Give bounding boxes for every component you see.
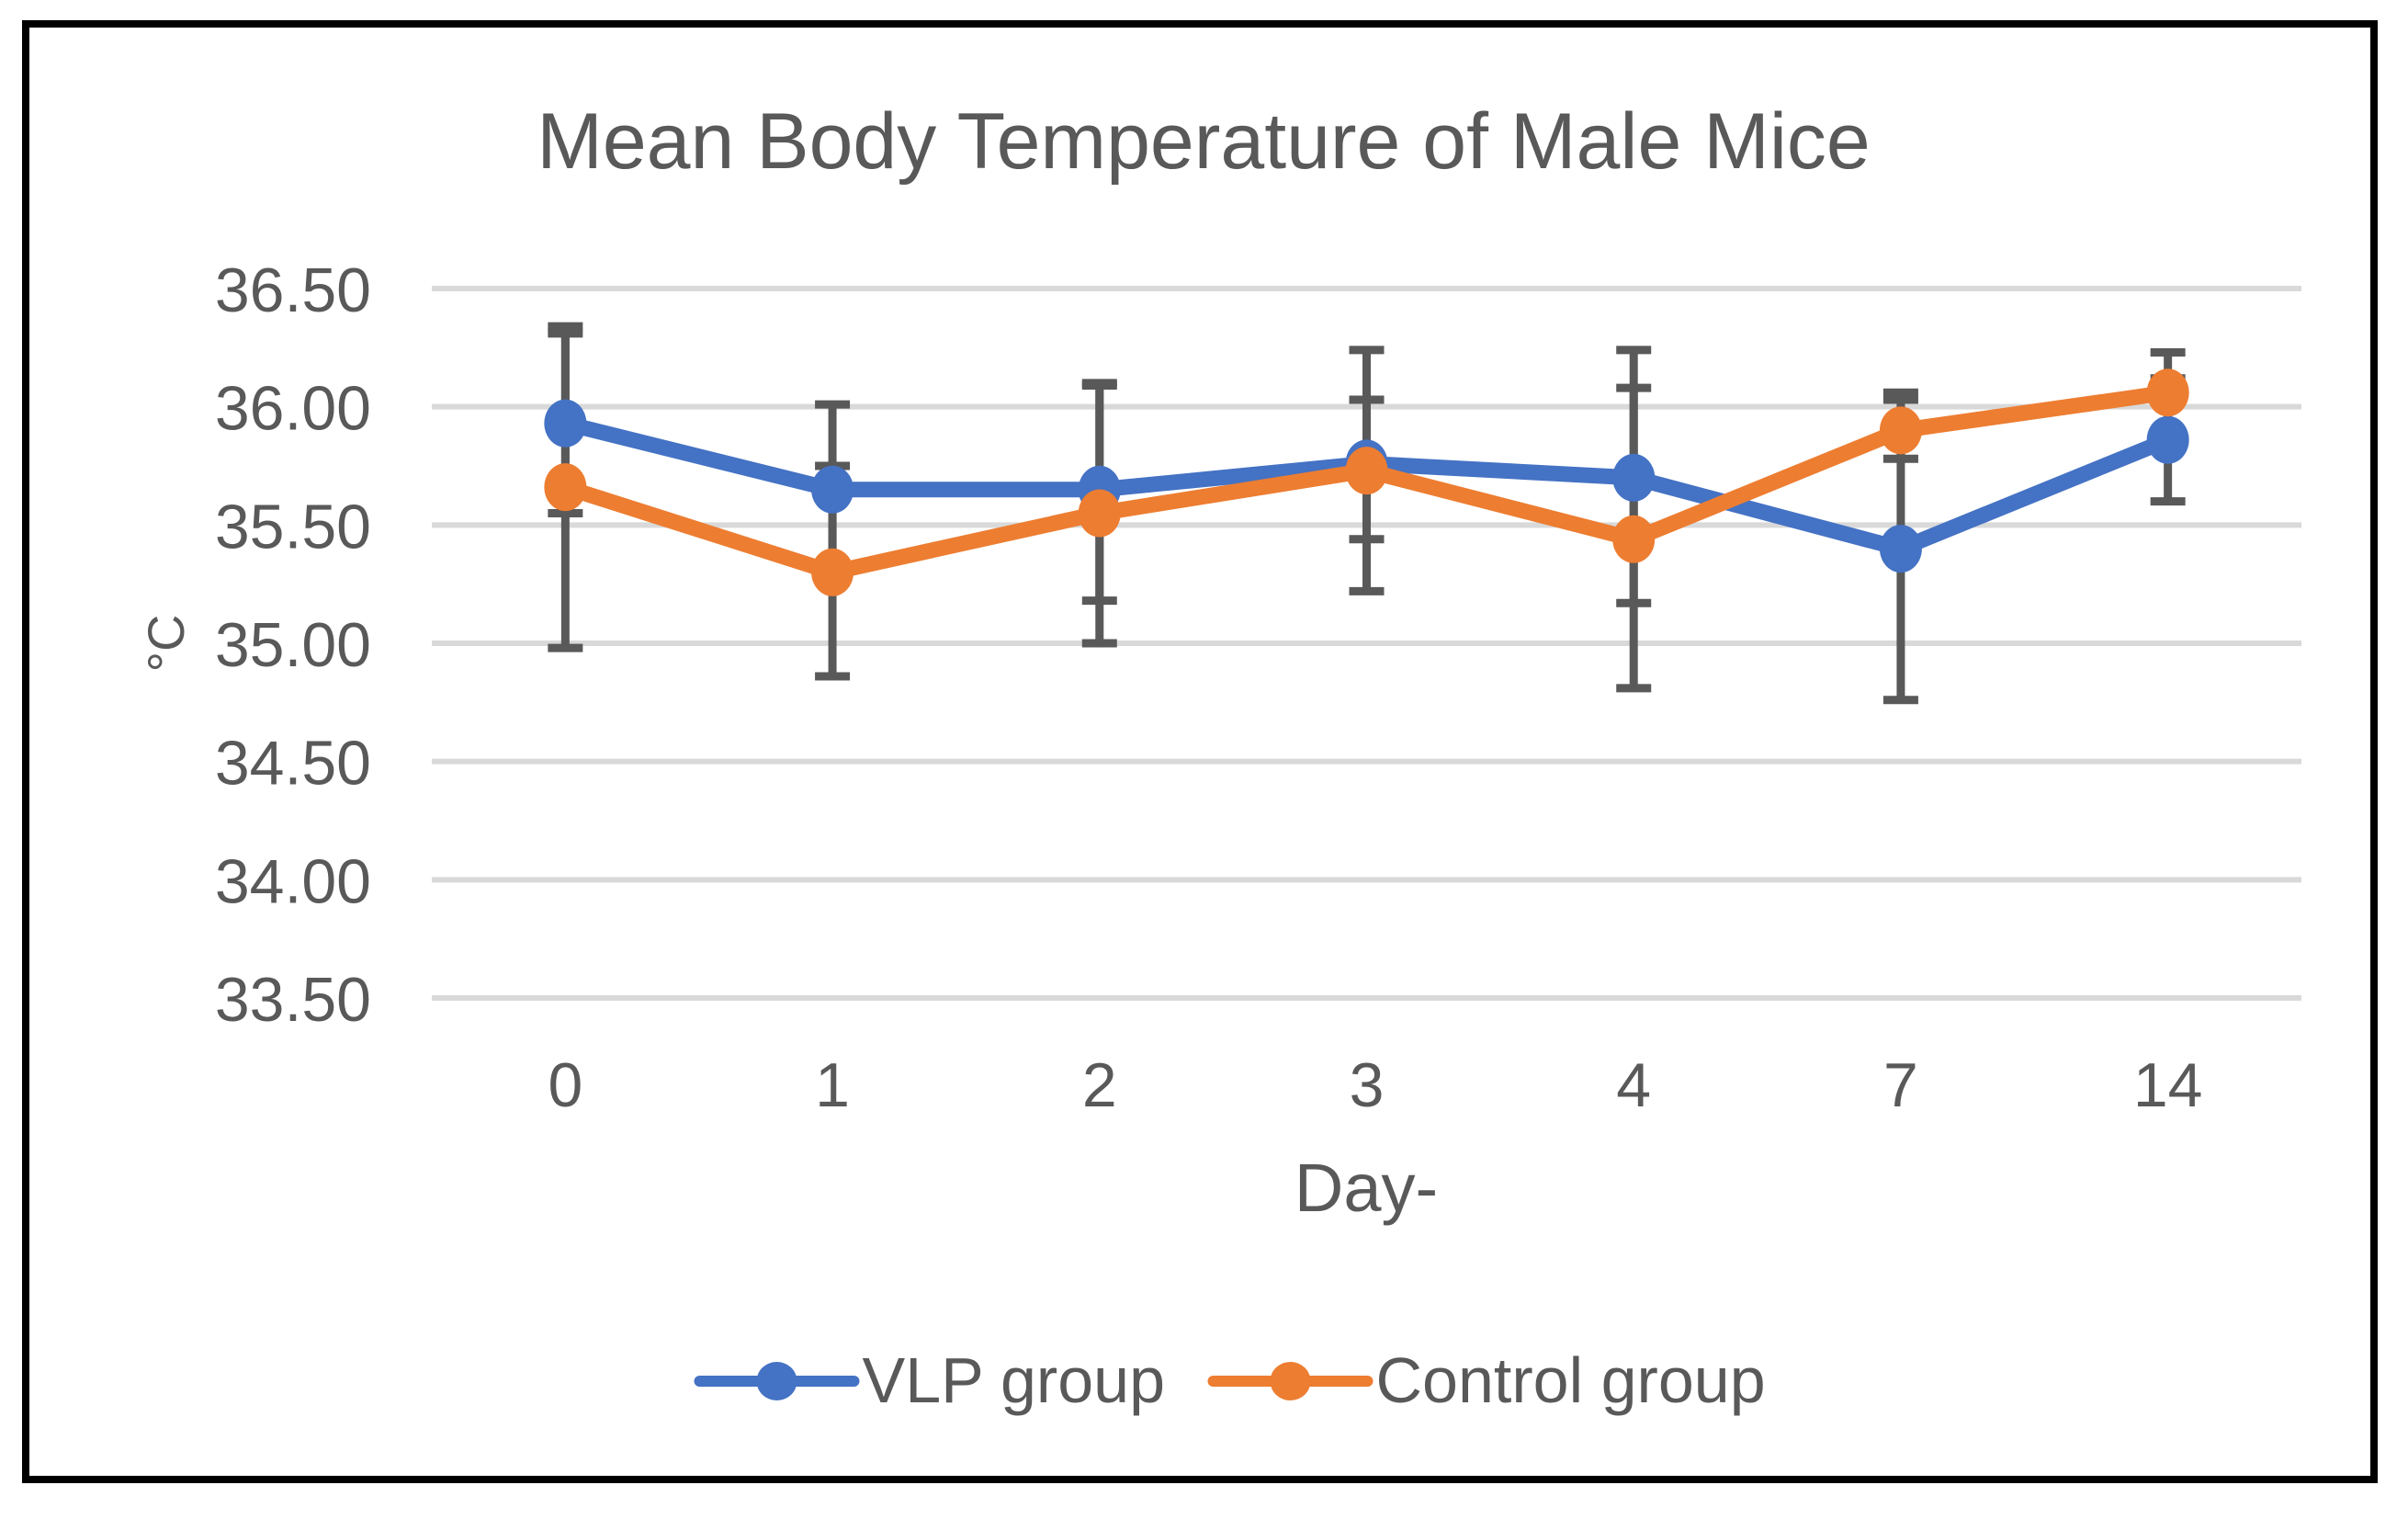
x-tick-label: 14 xyxy=(2133,1050,2203,1120)
y-axis-tick-labels: 36.50 36.00 35.50 35.00 34.50 34.00 33.50 xyxy=(215,255,371,1035)
data-point-marker xyxy=(1612,453,1656,502)
legend: VLP group Control group xyxy=(694,1344,1766,1416)
error-bar-group xyxy=(548,322,2186,693)
x-tick-label: 3 xyxy=(1350,1050,1385,1120)
data-point-marker xyxy=(544,463,587,512)
y-tick-label: 34.50 xyxy=(215,729,371,799)
legend-marker xyxy=(1270,1362,1311,1400)
data-point-marker xyxy=(2146,415,2189,464)
legend-label: VLP group xyxy=(863,1344,1166,1416)
legend-label: Control group xyxy=(1376,1344,1766,1416)
y-tick-label: 36.50 xyxy=(215,255,371,325)
gridlines xyxy=(432,286,2301,1001)
data-point-marker xyxy=(1879,525,1922,573)
x-tick-label: 2 xyxy=(1082,1050,1117,1120)
y-tick-label: 36.00 xyxy=(215,374,371,444)
legend-marker xyxy=(756,1362,797,1400)
x-tick-label: 4 xyxy=(1616,1050,1651,1120)
data-point-marker xyxy=(811,548,854,596)
data-point-marker xyxy=(1345,447,1388,495)
legend-item: Control group xyxy=(1207,1344,1766,1416)
x-tick-label: 0 xyxy=(548,1050,582,1120)
data-point-marker xyxy=(1612,515,1656,563)
data-point-marker xyxy=(1879,406,1922,455)
data-point-marker xyxy=(1078,489,1121,538)
series-marker-group xyxy=(544,368,2189,596)
x-axis-tick-labels: 0 1 2 3 4 7 14 xyxy=(548,1050,2202,1120)
legend-item: VLP group xyxy=(694,1344,1166,1416)
data-point-marker xyxy=(811,465,854,514)
x-axis-title: Day- xyxy=(1294,1150,1438,1226)
x-tick-label: 1 xyxy=(815,1050,850,1120)
chart-title: Mean Body Temperature of Male Mice xyxy=(537,97,1871,186)
data-point-marker xyxy=(2146,368,2189,417)
y-tick-label: 33.50 xyxy=(215,965,371,1035)
y-axis-title: °C xyxy=(137,615,195,673)
y-tick-label: 35.00 xyxy=(215,610,371,680)
y-tick-label: 34.00 xyxy=(215,846,371,916)
y-tick-label: 35.50 xyxy=(215,492,371,561)
series-markers xyxy=(544,368,2189,596)
x-tick-label: 7 xyxy=(1883,1050,1918,1120)
figure-border xyxy=(22,20,2378,1483)
data-point-marker xyxy=(544,399,587,448)
